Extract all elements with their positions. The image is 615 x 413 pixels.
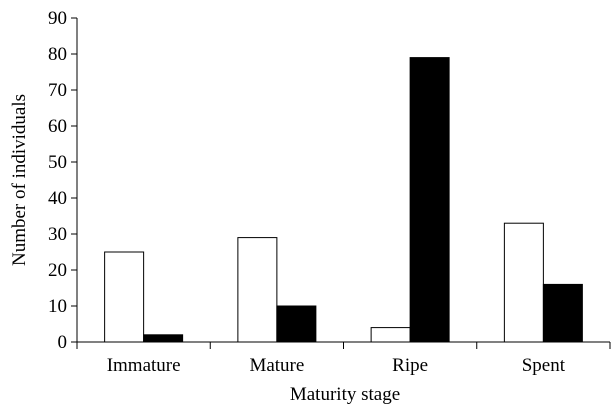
- bar-series-2: [542, 283, 583, 343]
- bar-series-2: [409, 57, 450, 343]
- y-tick-label: 0: [58, 332, 68, 353]
- bars: [104, 57, 583, 343]
- bar-series-1: [503, 222, 544, 343]
- y-tick-label: 90: [48, 8, 67, 29]
- y-tick-label: 50: [48, 152, 67, 173]
- bar-series-2: [276, 305, 317, 343]
- y-tick-label: 30: [48, 224, 67, 245]
- y-axis-title: Number of individuals: [9, 94, 30, 266]
- y-axis: 0 10 20 30 40 50 60 70 80 90: [48, 8, 78, 353]
- x-category-label: Spent: [522, 355, 566, 376]
- bar-series-2: [143, 334, 184, 343]
- y-tick-label: 10: [48, 296, 67, 317]
- x-category-label: Mature: [249, 355, 304, 376]
- y-tick-label: 60: [48, 116, 67, 137]
- y-tick-label: 40: [48, 188, 67, 209]
- bar-series-1: [370, 327, 411, 343]
- x-category-label: Immature: [107, 355, 181, 376]
- y-tick-label: 80: [48, 44, 67, 65]
- y-tick-label: 20: [48, 260, 67, 281]
- x-axis: Immature Mature Ripe Spent: [76, 341, 611, 376]
- bar-series-1: [237, 237, 278, 343]
- x-category-label: Ripe: [392, 355, 428, 376]
- y-tick-label: 70: [48, 80, 67, 101]
- bar-series-1: [104, 251, 145, 343]
- x-axis-title: Maturity stage: [290, 384, 400, 405]
